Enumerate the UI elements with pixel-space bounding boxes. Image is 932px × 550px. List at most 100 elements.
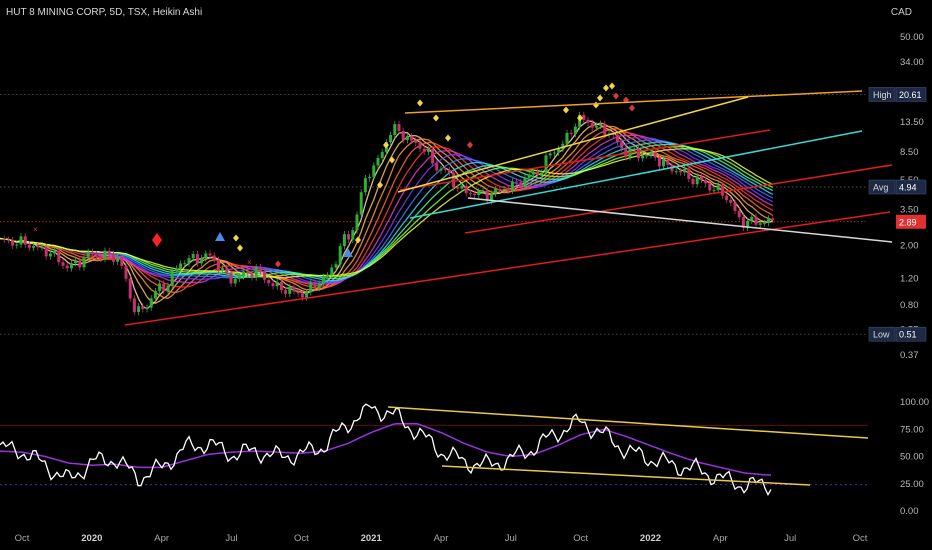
candle-body	[57, 250, 61, 263]
signal-diamond-marker	[593, 101, 599, 109]
candle	[271, 280, 275, 290]
candle-body	[279, 282, 283, 291]
candle-body	[557, 148, 561, 153]
candle-body	[435, 163, 439, 171]
candle-body	[510, 181, 514, 191]
candle	[124, 262, 128, 283]
candle	[523, 174, 527, 191]
candle-body	[195, 254, 199, 264]
candle-body	[506, 189, 510, 191]
candle	[594, 122, 598, 132]
signal-big-diamond-marker	[152, 233, 162, 247]
candle-body	[708, 183, 712, 191]
candle-body	[733, 202, 737, 211]
level-tag-low: Low 0.51	[868, 326, 927, 342]
candle-body	[32, 245, 36, 248]
candle	[468, 189, 472, 197]
ma-line-9	[0, 141, 774, 282]
time-tick-label: Oct	[294, 533, 309, 544]
candle	[309, 279, 313, 296]
candle	[170, 267, 174, 289]
candle	[263, 268, 267, 284]
candle	[284, 286, 288, 298]
candle-body	[40, 247, 44, 249]
candle	[439, 165, 443, 174]
candle-body	[699, 176, 703, 180]
candle-body	[149, 298, 153, 308]
signal-diamond-marker	[629, 104, 635, 112]
signal-diamond-marker	[563, 106, 569, 114]
candle	[410, 132, 414, 144]
candle	[132, 295, 136, 316]
candle	[145, 304, 149, 313]
candle	[615, 131, 619, 146]
signal-diamond-marker	[613, 92, 619, 100]
candle	[6, 236, 10, 244]
candle	[141, 303, 145, 313]
candle	[78, 257, 82, 271]
candle-body	[254, 267, 258, 278]
candle	[678, 167, 682, 176]
candle-body	[69, 263, 73, 269]
signal-diamond-marker	[597, 94, 603, 102]
candle-body	[527, 174, 531, 178]
level-tag-high: High 20.61	[868, 87, 927, 102]
level-tag-avg: Avg 4.94	[868, 179, 927, 195]
candle-body	[464, 185, 468, 194]
candle	[368, 173, 372, 182]
candle-body	[418, 142, 422, 149]
candle	[372, 162, 376, 181]
candle	[720, 182, 724, 199]
candle-body	[233, 278, 237, 284]
price-tick-label: 13.50	[900, 117, 924, 128]
signal-diamond-marker	[445, 134, 451, 142]
signal-triangle-marker	[215, 232, 225, 241]
level-tag-name: Avg	[873, 183, 888, 193]
support-trendline	[124, 211, 891, 326]
candle	[754, 213, 758, 229]
candle	[225, 264, 229, 276]
candle-body	[410, 136, 414, 141]
candle	[573, 123, 577, 138]
candle-body	[754, 216, 758, 225]
candle	[494, 185, 498, 197]
candle-body	[284, 290, 288, 294]
candle	[330, 264, 334, 279]
candle-body	[355, 214, 359, 231]
candle	[704, 176, 708, 187]
candle-body	[334, 264, 338, 268]
ma-line-8	[0, 139, 774, 283]
candle-body	[498, 189, 502, 191]
candle	[569, 129, 573, 138]
candle-body	[250, 273, 254, 278]
candle	[107, 247, 111, 258]
level-tag-name-box	[868, 179, 896, 195]
candle-body	[414, 140, 418, 143]
level-tag-value: 20.61	[899, 90, 922, 100]
ma-ribbon	[0, 120, 774, 310]
candle-body	[704, 179, 708, 184]
candle	[418, 139, 422, 152]
candle	[250, 270, 254, 281]
signal-diamond-marker	[377, 181, 383, 189]
price-tick-label: 1.20	[900, 274, 919, 285]
candle-body	[179, 263, 183, 269]
candle	[212, 252, 216, 264]
candle	[111, 250, 115, 266]
candle	[582, 111, 586, 124]
candle	[279, 278, 283, 294]
candle	[401, 127, 405, 144]
falling-trendline	[467, 197, 893, 243]
candle-body	[695, 176, 699, 185]
candle	[473, 190, 477, 199]
level-tag-value-box	[895, 87, 927, 102]
candle-body	[141, 306, 145, 310]
candle-body	[389, 134, 393, 143]
candle-body	[170, 270, 174, 286]
candle	[590, 119, 594, 132]
candle	[99, 252, 103, 263]
candle	[653, 149, 657, 161]
candle-body	[552, 152, 556, 154]
candle-body	[326, 275, 330, 278]
